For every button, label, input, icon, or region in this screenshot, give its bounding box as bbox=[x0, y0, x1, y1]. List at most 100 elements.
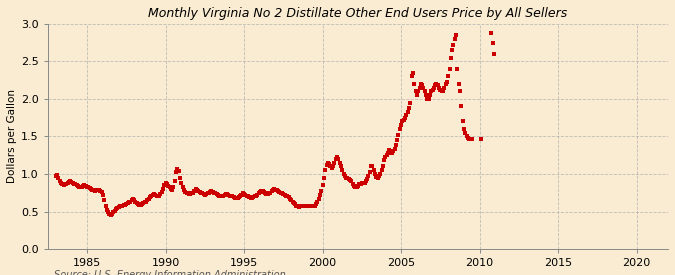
Point bbox=[222, 192, 233, 196]
Title: Monthly Virginia No 2 Distillate Other End Users Price by All Sellers: Monthly Virginia No 2 Distillate Other E… bbox=[148, 7, 568, 20]
Point bbox=[148, 192, 159, 196]
Point bbox=[352, 184, 363, 188]
Point bbox=[172, 167, 183, 171]
Point bbox=[404, 106, 414, 110]
Point bbox=[348, 182, 358, 186]
Point bbox=[263, 192, 273, 196]
Point bbox=[308, 204, 319, 208]
Point bbox=[328, 164, 339, 169]
Point bbox=[236, 193, 247, 197]
Point bbox=[320, 168, 331, 172]
Point bbox=[130, 200, 141, 204]
Point bbox=[144, 195, 155, 199]
Point bbox=[454, 82, 464, 86]
Point bbox=[398, 118, 409, 122]
Point bbox=[100, 204, 111, 208]
Point bbox=[114, 204, 125, 208]
Point bbox=[91, 188, 102, 193]
Point bbox=[73, 184, 84, 188]
Point bbox=[78, 184, 88, 188]
Point bbox=[210, 191, 221, 196]
Point bbox=[200, 193, 211, 197]
Point bbox=[279, 193, 290, 197]
Point bbox=[321, 163, 332, 167]
Point bbox=[179, 188, 190, 193]
Point bbox=[248, 195, 259, 199]
Point bbox=[165, 187, 176, 191]
Point bbox=[422, 97, 433, 101]
Point bbox=[83, 185, 94, 190]
Point bbox=[193, 189, 204, 193]
Point bbox=[154, 194, 165, 198]
Point bbox=[181, 191, 192, 195]
Point bbox=[351, 185, 362, 190]
Point bbox=[451, 33, 462, 37]
Point bbox=[373, 174, 384, 178]
Point bbox=[173, 169, 184, 173]
Point bbox=[259, 190, 269, 194]
Point bbox=[408, 70, 418, 75]
Point bbox=[125, 200, 136, 204]
Point bbox=[253, 191, 264, 196]
Point bbox=[101, 208, 112, 212]
Point bbox=[185, 192, 196, 196]
Point bbox=[209, 191, 219, 195]
Point bbox=[291, 203, 302, 208]
Point bbox=[215, 194, 226, 199]
Point bbox=[432, 83, 443, 88]
Point bbox=[426, 89, 437, 94]
Point bbox=[303, 204, 314, 208]
Point bbox=[400, 116, 410, 120]
Point bbox=[364, 169, 375, 174]
Point bbox=[254, 190, 265, 194]
Point bbox=[383, 151, 394, 155]
Point bbox=[356, 181, 367, 185]
Point bbox=[146, 194, 157, 198]
Point bbox=[142, 198, 153, 202]
Point bbox=[107, 211, 117, 216]
Point bbox=[129, 198, 140, 202]
Point bbox=[220, 192, 231, 196]
Point bbox=[298, 204, 308, 208]
Point bbox=[87, 188, 98, 192]
Point bbox=[213, 193, 223, 197]
Point bbox=[68, 181, 78, 185]
Point bbox=[190, 187, 201, 191]
Point bbox=[235, 194, 246, 199]
Point bbox=[295, 204, 306, 208]
Point bbox=[447, 48, 458, 52]
Point bbox=[214, 194, 225, 198]
Point bbox=[312, 200, 323, 204]
Point bbox=[117, 203, 128, 208]
Point bbox=[456, 104, 466, 109]
Point bbox=[344, 177, 354, 182]
Point bbox=[139, 200, 150, 205]
Point bbox=[244, 195, 254, 199]
Point bbox=[82, 185, 92, 189]
Point bbox=[355, 182, 366, 186]
Point bbox=[250, 194, 261, 198]
Point bbox=[371, 175, 382, 179]
Point bbox=[218, 194, 229, 198]
Point bbox=[249, 194, 260, 199]
Point bbox=[487, 40, 498, 45]
Point bbox=[319, 175, 329, 180]
Point bbox=[275, 191, 286, 195]
Y-axis label: Dollars per Gallon: Dollars per Gallon bbox=[7, 89, 17, 183]
Point bbox=[189, 189, 200, 193]
Point bbox=[313, 197, 324, 201]
Point bbox=[334, 161, 345, 165]
Point bbox=[143, 197, 154, 201]
Point bbox=[150, 193, 161, 197]
Point bbox=[157, 187, 168, 191]
Point bbox=[486, 31, 497, 35]
Point bbox=[257, 189, 268, 193]
Point bbox=[290, 202, 300, 206]
Point bbox=[381, 153, 392, 157]
Point bbox=[65, 179, 76, 184]
Point bbox=[397, 119, 408, 124]
Point bbox=[90, 189, 101, 193]
Point bbox=[377, 164, 388, 169]
Point bbox=[391, 143, 402, 148]
Point bbox=[294, 205, 304, 209]
